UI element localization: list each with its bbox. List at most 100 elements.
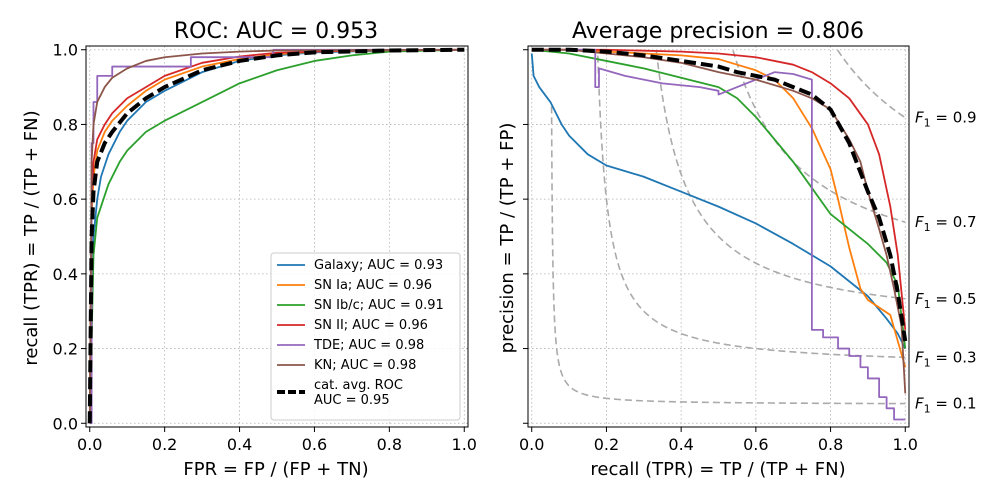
pr-f1-label-value-3: = 0.7 <box>931 213 977 231</box>
roc-title: ROC: AUC = 0.953 <box>174 19 378 44</box>
roc-series-sn-ii <box>88 48 465 424</box>
pr-x-tick-label-3: 0.6 <box>743 435 768 454</box>
pr-f1-label-sub-3: 1 <box>924 221 931 234</box>
pr-x-tick-label-1: 0.2 <box>594 435 619 454</box>
pr-f1-label-sub-4: 1 <box>924 117 931 130</box>
pr-x-tick-5: 1.0 <box>893 427 918 454</box>
roc-x-tick-label-3: 0.6 <box>302 435 327 454</box>
roc-series-sn-ib-c <box>88 48 465 424</box>
roc-legend-entry-galaxy: Galaxy; AUC = 0.93 <box>277 258 443 273</box>
roc-legend-entry-tde: TDE; AUC = 0.98 <box>277 338 424 353</box>
pr-f1-label-f-1: F <box>915 348 924 366</box>
roc-x-tick-label-1: 0.2 <box>152 435 177 454</box>
roc-legend-label-3: SN II; AUC = 0.96 <box>314 318 428 333</box>
roc-legend-label-2: SN Ib/c; AUC = 0.91 <box>314 298 444 313</box>
roc-y-tick-label-4: 0.8 <box>53 115 78 134</box>
pr-f1-label-value-4: = 0.9 <box>931 109 977 127</box>
pr-x-tick-label-0: 0.0 <box>519 435 544 454</box>
roc-y-tick-2: 0.4 <box>53 265 86 284</box>
roc-x-tick-label-5: 1.0 <box>452 435 477 454</box>
roc-legend-box <box>270 252 461 421</box>
pr-series <box>530 47 908 421</box>
roc-x-tick-5: 1.0 <box>452 427 477 454</box>
roc-x-tick-0: 0.0 <box>77 427 102 454</box>
roc-legend-entry-kn: KN; AUC = 0.98 <box>277 358 416 373</box>
pr-series-sn-ib-c <box>531 48 907 349</box>
roc-y-tick-label-0: 0.0 <box>53 414 78 433</box>
pr-x-tick-label-4: 0.8 <box>818 435 843 454</box>
roc-series <box>87 47 465 425</box>
pr-series-average <box>531 47 908 342</box>
pr-f1-label-f-2: F <box>915 290 924 308</box>
roc-x-tick-3: 0.6 <box>302 427 327 454</box>
pr-f1-label-sub-0: 1 <box>924 403 931 416</box>
pr-iso-f1-curve-0 <box>550 106 906 405</box>
pr-f1-label-value-0: = 0.1 <box>931 395 977 413</box>
roc-x-tick-label-4: 0.8 <box>377 435 402 454</box>
roc-x-tick-1: 0.2 <box>152 427 177 454</box>
roc-legend-label-6-1: AUC = 0.95 <box>314 393 390 408</box>
roc-legend-label-4: TDE; AUC = 0.98 <box>313 338 424 353</box>
roc-y-tick-label-1: 0.2 <box>53 340 78 359</box>
roc-x-ticks: 0.0 0.2 0.4 0.6 0.8 1.0 <box>77 427 477 454</box>
pr-series-galaxy <box>530 53 907 349</box>
roc-panel: ROC: AUC = 0.953 0.0 0.2 0.4 0.6 0.8 1.0 0.00… <box>21 19 477 480</box>
pr-x-tick-label-2: 0.4 <box>668 435 693 454</box>
roc-y-tick-1: 0.2 <box>53 340 86 359</box>
roc-legend-label-5: KN; AUC = 0.98 <box>314 358 416 373</box>
pr-f1-label-1: F1 = 0.3 <box>915 348 977 369</box>
pr-f1-labels: F1 = 0.1F1 = 0.3F1 = 0.5F1 = 0.7F1 = 0.9 <box>915 109 977 416</box>
pr-iso-f1-curve-4 <box>836 49 906 119</box>
pr-f1-label-f-4: F <box>915 109 924 127</box>
pr-x-ticks: 0.0 0.2 0.4 0.6 0.8 1.0 <box>519 427 918 454</box>
pr-iso-f1-curve-2 <box>655 51 906 300</box>
pr-x-tick-3: 0.6 <box>743 427 769 454</box>
pr-f1-label-f-0: F <box>915 395 924 413</box>
pr-f1-label-sub-2: 1 <box>924 298 931 311</box>
pr-x-tick-label-5: 1.0 <box>893 435 918 454</box>
pr-series-tde <box>531 48 906 421</box>
pr-x-tick-2: 0.4 <box>668 427 694 454</box>
pr-f1-label-value-2: = 0.5 <box>931 290 977 308</box>
roc-legend-label-1: SN Ia; AUC = 0.96 <box>314 278 432 293</box>
roc-legend-label-6: cat. avg. ROC <box>314 378 403 393</box>
roc-x-tick-label-2: 0.4 <box>227 435 252 454</box>
roc-plot-frame <box>85 45 469 428</box>
roc-y-tick-4: 0.8 <box>53 115 86 134</box>
roc-y-tick-3: 0.6 <box>53 190 86 209</box>
roc-x-tick-2: 0.4 <box>227 427 252 454</box>
roc-x-tick-label-0: 0.0 <box>77 435 102 454</box>
roc-legend: Galaxy; AUC = 0.93 SN Ia; AUC = 0.96 SN Ib… <box>270 252 461 421</box>
pr-f1-label-4: F1 = 0.9 <box>915 109 977 130</box>
pr-f1-label-value-1: = 0.3 <box>931 348 977 366</box>
pr-f1-label-0: F1 = 0.1 <box>915 395 977 416</box>
roc-y-tick-label-5: 1.0 <box>53 41 78 60</box>
roc-series-kn <box>88 48 465 424</box>
pr-plot-frame <box>527 45 910 428</box>
pr-series-sn-ia <box>531 48 907 368</box>
roc-x-axis-label: FPR = FP / (FP + TN) <box>183 459 368 480</box>
pr-x-tick-1: 0.2 <box>594 427 619 454</box>
pr-title: Average precision = 0.806 <box>572 19 864 44</box>
roc-legend-entry-sn-ii: SN II; AUC = 0.96 <box>277 318 428 333</box>
pr-f1-label-f-3: F <box>915 213 924 231</box>
pr-panel: Average precision = 0.806 0.0 0.2 0.4 0.6 0.… <box>497 19 977 480</box>
pr-f1-label-2: F1 = 0.5 <box>915 290 977 311</box>
roc-y-tick-0: 0.0 <box>53 414 86 433</box>
roc-legend-entry-sn-ia: SN Ia; AUC = 0.96 <box>277 278 432 293</box>
roc-y-axis-label: recall (TPR) = TP / (TP + FN) <box>21 110 42 365</box>
roc-legend-label-0: Galaxy; AUC = 0.93 <box>314 258 443 273</box>
pr-x-axis-label: recall (TPR) = TP / (TP + FN) <box>590 459 845 480</box>
roc-x-tick-4: 0.8 <box>377 427 402 454</box>
pr-f1-label-3: F1 = 0.7 <box>915 213 977 234</box>
pr-y-axis-label: precision = TP / (TP + FP) <box>497 123 518 354</box>
pr-iso-f1-curve-1 <box>597 55 906 359</box>
pr-series-sn-ii <box>531 48 907 330</box>
pr-x-tick-0: 0.0 <box>519 427 544 454</box>
pr-x-tick-4: 0.8 <box>818 427 843 454</box>
pr-f1-label-sub-1: 1 <box>924 356 931 369</box>
roc-y-ticks: 0.0 0.2 0.4 0.6 0.8 1.0 <box>53 41 86 433</box>
